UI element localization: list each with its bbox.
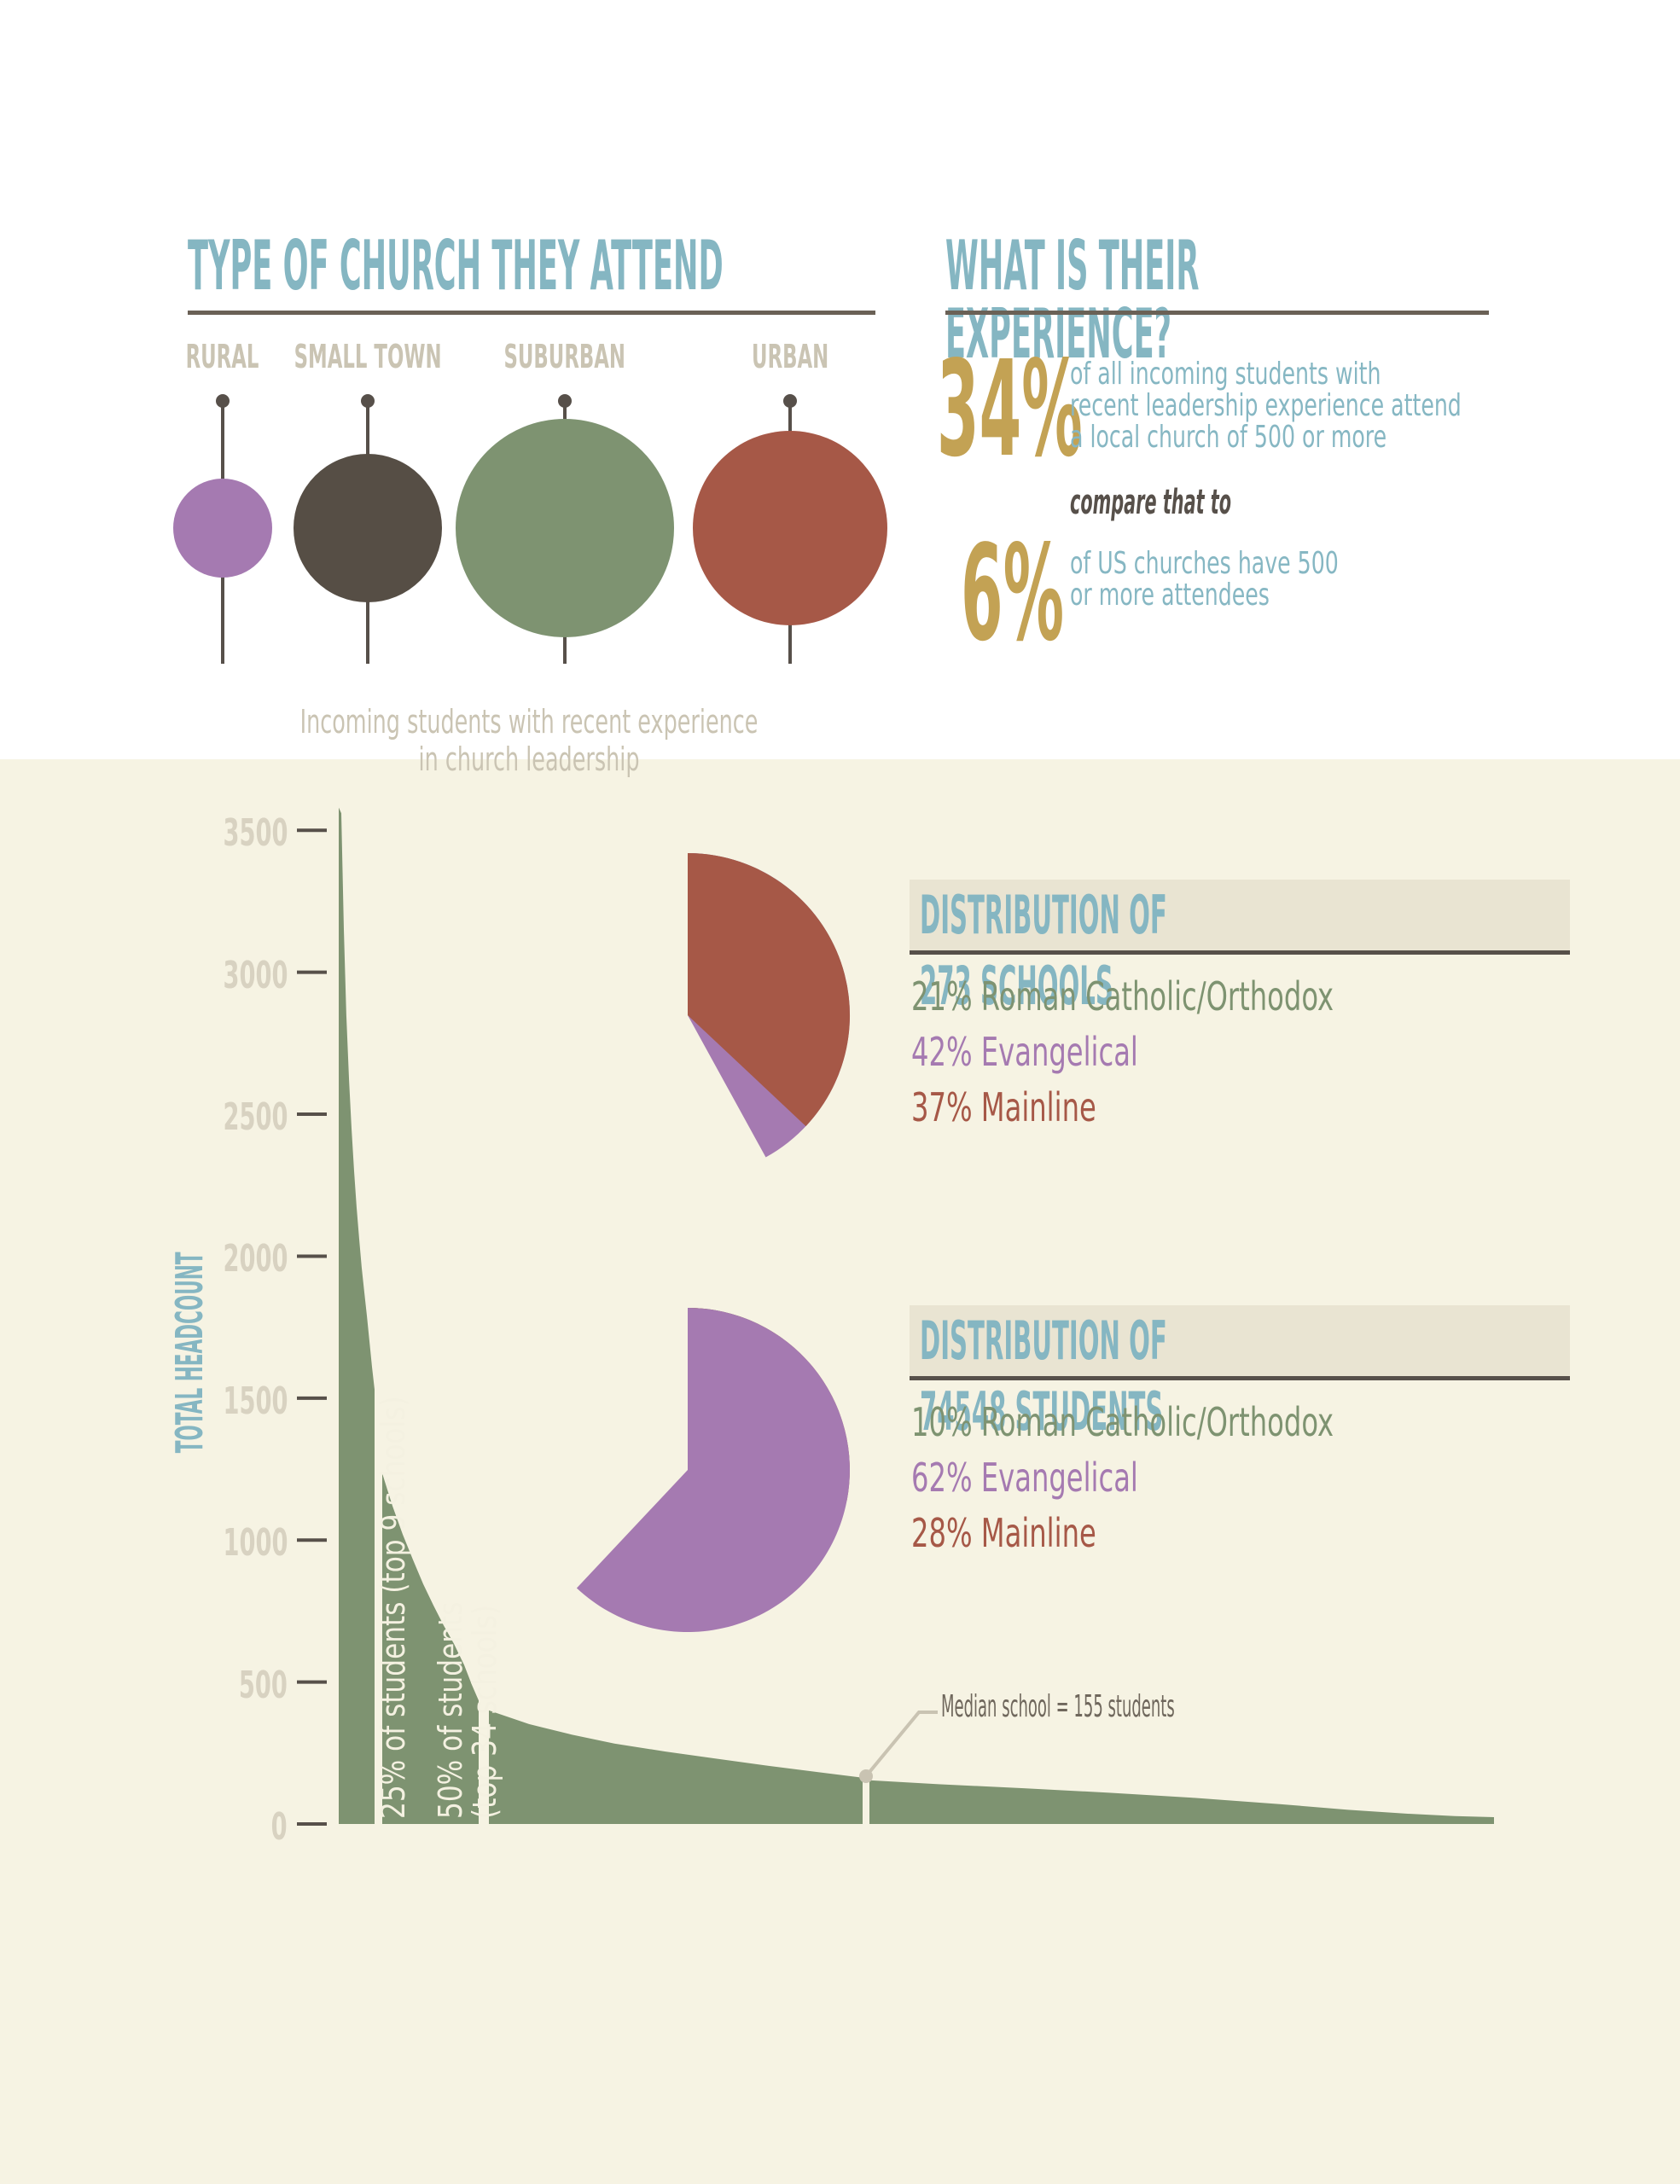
panel-students-title: DISTRIBUTION OF 74548 STUDENTS (910, 1305, 1570, 1447)
y-axis-tick-label: 0 (154, 1805, 288, 1849)
compare-connector-text: compare that to (1070, 483, 1232, 522)
bubble-category-label-text: RURAL (186, 338, 259, 375)
stat-6-description: of US churches have 500 or more attendee… (1070, 548, 1454, 611)
area-segment-schools-35-137 (489, 1710, 863, 1824)
compare-connector: compare that to (1070, 483, 1381, 522)
legend-students-evangelical: 62% Evangelical (911, 1455, 1235, 1501)
pie-students-slice-evangelical (576, 1308, 850, 1633)
y-axis-tick-label-text: 3000 (223, 953, 288, 997)
bubble-stem-dot-icon (558, 394, 572, 408)
y-axis-tick-label: 3000 (154, 954, 288, 997)
bubble-category-label: SUBURBAN (394, 338, 735, 375)
y-axis-tick-label: 2000 (154, 1237, 288, 1281)
section-title-church-type-text: TYPE OF CHURCH THEY ATTEND (188, 226, 724, 305)
area-segment-schools-138-273 (869, 1780, 1494, 1824)
y-axis-tick-label: 1500 (154, 1380, 288, 1423)
panel-students-title-text: DISTRIBUTION OF 74548 STUDENTS (920, 1310, 1167, 1443)
bubble-category-label-text: SMALL TOWN (294, 338, 442, 375)
median-annotation: Median school = 155 students (941, 1689, 1408, 1724)
bubble-small-town (294, 454, 442, 602)
legend-schools-mainline-text: 37% Mainline (911, 1084, 1096, 1130)
panel-schools-title-text: DISTRIBUTION OF 273 SCHOOLS (920, 884, 1167, 1017)
bubble-category-label-text: URBAN (751, 338, 829, 375)
y-axis-tick-label: 500 (154, 1664, 288, 1707)
legend-schools-catholic: 21% Roman Catholic/Orthodox (911, 973, 1514, 1019)
stat-34-percent: 34% (937, 343, 1253, 475)
y-axis-tick-label: 3500 (154, 811, 288, 855)
stat-6-percent: 6% (961, 527, 1185, 659)
median-annotation-text: Median school = 155 students (941, 1689, 1175, 1724)
y-axis-label: TOTAL HEADCOUNT (168, 1139, 212, 1565)
legend-schools-evangelical-text: 42% Evangelical (911, 1029, 1138, 1075)
panel-schools-header-band: DISTRIBUTION OF 273 SCHOOLS (910, 880, 1570, 1017)
legend-students-catholic-text: 10% Roman Catholic/Orthodox (911, 1399, 1334, 1445)
y-axis-tick-label-text: 2000 (223, 1237, 288, 1281)
median-dot-icon (859, 1769, 873, 1783)
panel-schools-title: DISTRIBUTION OF 273 SCHOOLS (910, 880, 1570, 1021)
legend-students-mainline: 28% Mainline (911, 1510, 1176, 1556)
panel-students-header-band: DISTRIBUTION OF 74548 STUDENTS (910, 1305, 1570, 1443)
bubble-category-label: URBAN (619, 338, 961, 375)
y-axis-tick-label: 1000 (154, 1521, 288, 1565)
bubble-stem-dot-icon (783, 394, 797, 408)
legend-students-evangelical-text: 62% Evangelical (911, 1455, 1138, 1501)
y-axis-tick-label-text: 3500 (223, 811, 288, 856)
legend-students-mainline-text: 28% Mainline (911, 1510, 1096, 1556)
section-title-church-type: TYPE OF CHURCH THEY ATTEND (188, 232, 1405, 300)
area-segment-schools-10-34 (382, 1473, 479, 1824)
legend-schools-catholic-text: 21% Roman Catholic/Orthodox (911, 973, 1334, 1019)
bubble-category-label: RURAL (52, 338, 393, 375)
y-axis-tick-label-text: 1000 (223, 1521, 288, 1565)
median-leader-line (864, 1711, 938, 1778)
bubble-chart-caption: Incoming students with recent experience… (183, 703, 875, 778)
title-rule-right (945, 311, 1489, 315)
stat-34-description-text: of all incoming students with recent lea… (1070, 357, 1462, 455)
bubble-category-label: SMALL TOWN (197, 338, 538, 375)
bubble-stem-dot-icon (216, 394, 230, 408)
y-axis-tick-label-text: 2500 (223, 1095, 288, 1140)
legend-schools-evangelical: 42% Evangelical (911, 1029, 1235, 1075)
bubble-chart-caption-text: Incoming students with recent experience… (299, 703, 759, 778)
legend-schools-mainline: 37% Mainline (911, 1084, 1176, 1130)
pie-schools-slice-mainline (688, 853, 851, 1127)
title-rule-left (188, 311, 875, 315)
stat-6-description-text: of US churches have 500 or more attendee… (1070, 546, 1339, 613)
bubble-suburban (456, 419, 674, 637)
stat-34-description: of all incoming students with recent lea… (1070, 358, 1629, 453)
legend-students-catholic: 10% Roman Catholic/Orthodox (911, 1399, 1514, 1445)
bubble-rural (173, 479, 272, 578)
y-axis-tick-label-text: 0 (271, 1805, 288, 1849)
y-axis-tick-label-text: 500 (239, 1663, 288, 1707)
y-axis-tick-label-text: 1500 (223, 1379, 288, 1423)
bubble-stem-dot-icon (361, 394, 375, 408)
strip-label-top34: 50% of students (top 34 schools) (399, 1554, 503, 1819)
stat-34-percent-text: 34% (937, 332, 1083, 486)
area-segment-top-9-schools (339, 807, 375, 1824)
y-axis-tick-label: 2500 (154, 1095, 288, 1139)
stat-6-percent-text: 6% (961, 516, 1065, 671)
bubble-urban (693, 431, 887, 625)
strip-label-top34-text: 50% of students (top 34 schools) (432, 1601, 503, 1819)
bubble-category-label-text: SUBURBAN (503, 338, 626, 375)
